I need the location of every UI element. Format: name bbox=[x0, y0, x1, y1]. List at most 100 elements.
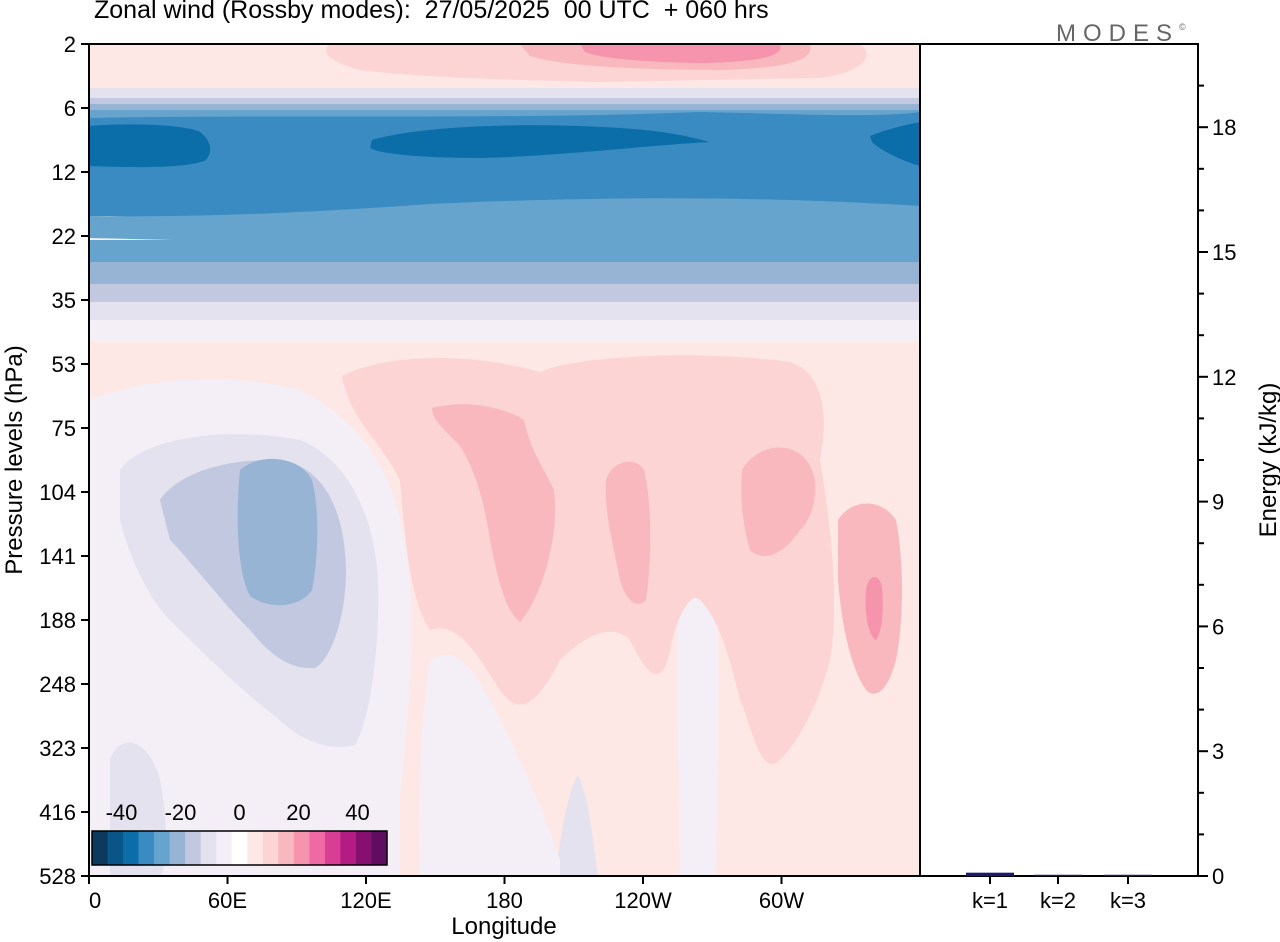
band-neg-5 bbox=[89, 112, 920, 218]
energy-bar bbox=[1104, 874, 1152, 876]
pressure-tick-label: 53 bbox=[52, 352, 76, 377]
pressure-tick-label: 416 bbox=[39, 800, 76, 825]
energy-tick-label: 3 bbox=[1212, 739, 1224, 764]
pressure-tick-label: 6 bbox=[64, 96, 76, 121]
tropo-pos-3 bbox=[605, 461, 651, 604]
band-neg-6 bbox=[89, 198, 920, 244]
pressure-tick-label: 528 bbox=[39, 864, 76, 889]
colorbar-swatch bbox=[154, 831, 171, 865]
longitude-axis: 0 60E 120E 180 120W 60W bbox=[88, 876, 804, 913]
colorbar-swatch bbox=[138, 831, 155, 865]
pressure-axis: 2 6 12 22 35 53 75 104 141 188 248 323 416 528 bbox=[39, 32, 89, 889]
pressure-tick-label: 75 bbox=[52, 416, 76, 441]
pressure-tick-label: 35 bbox=[52, 288, 76, 313]
energy-tick-label: 18 bbox=[1212, 115, 1236, 140]
energy-tick-label: 0 bbox=[1212, 864, 1224, 889]
colorbar-swatch bbox=[293, 831, 310, 865]
colorbar-swatch bbox=[324, 831, 341, 865]
energy-tick-label: 9 bbox=[1212, 490, 1224, 515]
band-neg-3 bbox=[89, 104, 920, 112]
tropo-zero-2 bbox=[419, 654, 560, 876]
band-neg-9 bbox=[89, 284, 920, 304]
colorbar-swatch bbox=[216, 831, 233, 865]
colorbar-label: 0 bbox=[233, 800, 245, 825]
band-neg-7 bbox=[89, 240, 920, 264]
logo-mark: © bbox=[1179, 22, 1186, 32]
band-neg-2 bbox=[89, 98, 920, 106]
band-pos-max bbox=[580, 44, 781, 63]
colorbar-swatch bbox=[355, 831, 372, 865]
colorbar-swatch bbox=[107, 831, 124, 865]
colorbar-label: 40 bbox=[345, 800, 369, 825]
energy-bars bbox=[966, 872, 1152, 876]
longitude-tick-label: 180 bbox=[486, 888, 523, 913]
colorbar bbox=[91, 830, 388, 866]
pressure-tick-label: 248 bbox=[39, 672, 76, 697]
band-neg-core-east bbox=[870, 122, 920, 166]
energy-tick-label: 6 bbox=[1212, 614, 1224, 639]
troposphere bbox=[89, 342, 920, 876]
logo-text: MODES bbox=[1056, 20, 1180, 47]
longitude-tick-label: 120W bbox=[614, 888, 672, 913]
colorbar-swatch bbox=[278, 831, 295, 865]
energy-bar-label: k=1 bbox=[972, 888, 1008, 913]
tropo-neg-3 bbox=[237, 458, 318, 606]
band-neg-core-mid bbox=[370, 125, 710, 158]
pressure-tick-label: 22 bbox=[52, 224, 76, 249]
colorbar-swatch bbox=[340, 831, 357, 865]
colorbar-swatch bbox=[92, 831, 109, 865]
energy-tick-label: 15 bbox=[1212, 240, 1236, 265]
pressure-tick-label: 323 bbox=[39, 736, 76, 761]
colorbar-swatch bbox=[371, 831, 388, 865]
pressure-tick-label: 188 bbox=[39, 608, 76, 633]
longitude-tick-label: 120E bbox=[340, 888, 391, 913]
colorbar-swatch bbox=[309, 831, 326, 865]
energy-bar bbox=[1034, 874, 1082, 876]
energy-panel-frame bbox=[919, 43, 1199, 877]
heatmap-plot bbox=[89, 44, 920, 876]
longitude-tick-label: 0 bbox=[89, 888, 101, 913]
pressure-tick-label: 104 bbox=[39, 480, 76, 505]
chart-title: Zonal wind (Rossby modes): 27/05/2025 00… bbox=[94, 0, 769, 24]
colorbar-swatch bbox=[231, 831, 248, 865]
longitude-tick-label: 60W bbox=[759, 888, 804, 913]
modes-logo: MODES© bbox=[1056, 20, 1186, 48]
colorbar-label: 20 bbox=[286, 800, 310, 825]
tropo-zero-1 bbox=[677, 545, 719, 876]
energy-bar-label: k=3 bbox=[1110, 888, 1146, 913]
band-neg-4 bbox=[89, 110, 920, 120]
colorbar-swatch bbox=[247, 831, 264, 865]
energy-axis: 0 3 6 9 12 15 18 bbox=[1198, 84, 1236, 889]
colorbar-swatch bbox=[262, 831, 279, 865]
colorbar-swatch bbox=[200, 831, 217, 865]
colorbar-swatch bbox=[123, 831, 140, 865]
band-zero bbox=[89, 320, 920, 342]
band-neg-10 bbox=[89, 302, 920, 322]
tropo-pos-6 bbox=[865, 576, 883, 640]
y-axis-title: Pressure levels (hPa) bbox=[1, 345, 28, 574]
energy-bar bbox=[966, 872, 1014, 876]
colorbar-labels: -40 -20 0 20 40 bbox=[106, 800, 370, 825]
band-neg-8 bbox=[89, 262, 920, 286]
tropo-pos-2 bbox=[432, 404, 556, 622]
energy-tick-label: 12 bbox=[1212, 365, 1236, 390]
pressure-tick-label: 141 bbox=[39, 544, 76, 569]
energy-bar-labels: k=1 k=2 k=3 bbox=[972, 876, 1146, 913]
colorbar-swatch bbox=[169, 831, 186, 865]
colorbar-swatch bbox=[185, 831, 202, 865]
energy-axis-title: Energy (kJ/kg) bbox=[1255, 383, 1280, 538]
colorbar-label: -20 bbox=[165, 800, 197, 825]
band-neg-core-west bbox=[89, 124, 211, 168]
longitude-tick-label: 60E bbox=[208, 888, 247, 913]
tropo-pos-4 bbox=[741, 447, 816, 556]
pressure-tick-label: 12 bbox=[52, 160, 76, 185]
tropo-neg-5 bbox=[555, 775, 598, 876]
colorbar-frame bbox=[91, 830, 388, 866]
stratospheric-band bbox=[89, 44, 920, 342]
band-neg-1 bbox=[89, 88, 920, 100]
tropo-pos-1 bbox=[342, 355, 835, 765]
energy-bar-label: k=2 bbox=[1040, 888, 1076, 913]
pressure-tick-label: 2 bbox=[64, 32, 76, 57]
x-axis-title: Longitude bbox=[451, 913, 556, 940]
